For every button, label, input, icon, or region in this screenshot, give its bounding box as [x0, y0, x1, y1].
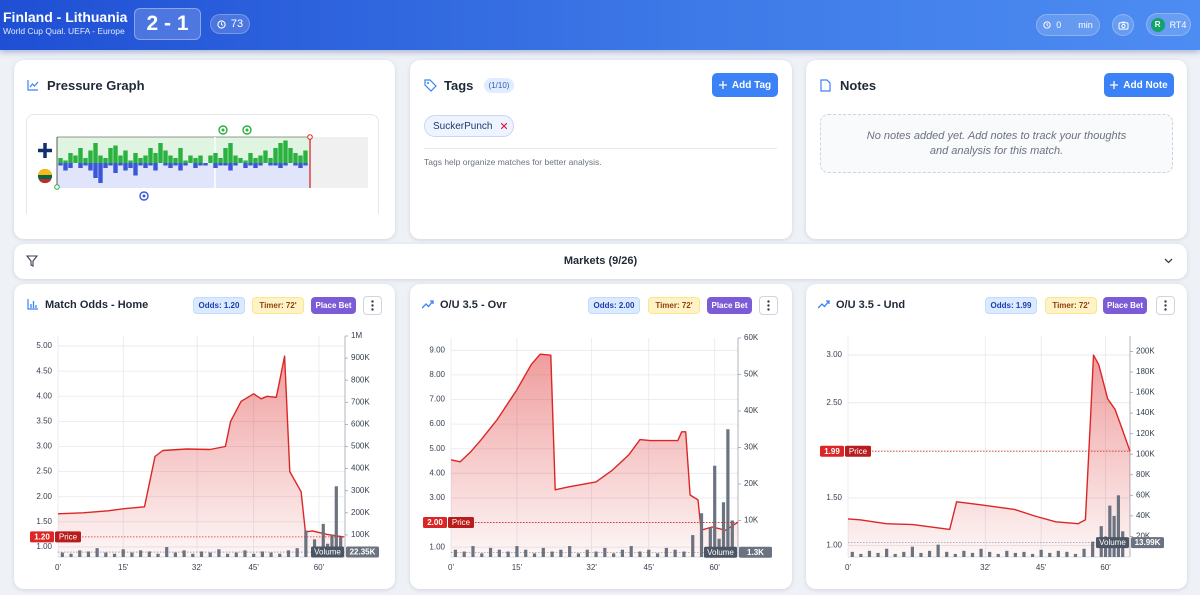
camera-button[interactable]: [1112, 14, 1134, 36]
tag-label: SuckerPunch: [433, 120, 493, 132]
button-label: Add Note: [1123, 79, 1168, 91]
clock-value: 0: [1056, 20, 1062, 30]
button-label: Add Tag: [731, 79, 772, 91]
place-bet-button[interactable]: Place Bet: [311, 297, 356, 314]
clock-unit: min: [1078, 20, 1093, 30]
dots-icon: [1164, 300, 1167, 311]
markets-title: Markets (9/26): [563, 255, 638, 267]
minute: 73: [230, 18, 244, 30]
timer-badge: Timer: 72': [1045, 297, 1097, 314]
filter-icon[interactable]: [26, 255, 38, 267]
timer-badge: Timer: 72': [648, 297, 700, 314]
note-icon: [820, 79, 831, 92]
place-bet-button[interactable]: Place Bet: [1103, 297, 1147, 314]
chart-icon: [27, 80, 39, 91]
trend-icon: [422, 300, 434, 309]
markets-bar[interactable]: Markets (9/26): [14, 244, 1187, 279]
menu-button[interactable]: [1156, 296, 1175, 315]
timer-badge: Timer: 72': [252, 297, 304, 314]
tag-chip[interactable]: SuckerPunch: [424, 115, 514, 137]
card-title: Pressure Graph: [47, 78, 145, 93]
notes-empty: No notes added yet. Add notes to track y…: [820, 114, 1173, 173]
trend-icon: [818, 300, 830, 309]
add-tag-button[interactable]: Add Tag: [712, 73, 778, 97]
odds-badge: Odds: 1.99: [985, 297, 1037, 314]
user-pill[interactable]: R RT4: [1146, 13, 1191, 36]
menu-button[interactable]: [363, 296, 382, 315]
header: Finland - Lithuania World Cup Qual. UEFA…: [0, 0, 1200, 50]
clock-pill[interactable]: 0 min: [1036, 14, 1100, 36]
match-title: Finland - Lithuania: [3, 9, 128, 25]
market-title: O/U 3.5 - Ovr: [440, 299, 507, 311]
plus-icon: [718, 81, 727, 89]
place-bet-button[interactable]: Place Bet: [707, 297, 752, 314]
competition: World Cup Qual. UEFA - Europe: [3, 26, 125, 36]
market-card: Match Odds - Home Odds: 1.20 Timer: 72' …: [14, 284, 395, 589]
odds-badge: Odds: 1.20: [193, 297, 245, 314]
pressure-frame: [26, 114, 379, 214]
user-name: RT4: [1169, 19, 1187, 30]
score: 2 - 1: [134, 8, 201, 40]
avatar: R: [1150, 17, 1165, 32]
pressure-card: Pressure Graph: [14, 60, 395, 239]
bar-icon: [27, 299, 38, 310]
tags-help: Tags help organize matches for better an…: [424, 157, 602, 167]
minute-pill: 73: [210, 14, 250, 34]
market-title: O/U 3.5 - Und: [836, 299, 906, 311]
camera-icon: [1118, 21, 1128, 30]
card-title: Tags: [444, 78, 474, 93]
tag-count: (1/10): [484, 78, 514, 93]
remove-icon[interactable]: [501, 123, 508, 129]
market-title: Match Odds - Home: [45, 299, 149, 311]
dots-icon: [371, 300, 374, 311]
market-card: O/U 3.5 - Und Odds: 1.99 Timer: 72' Plac…: [806, 284, 1187, 589]
dots-icon: [767, 300, 770, 311]
menu-button[interactable]: [759, 296, 778, 315]
clock-icon: [1043, 21, 1051, 29]
tags-card: Tags (1/10) Add Tag SuckerPunch Tags hel…: [410, 60, 792, 239]
clock-icon: [217, 19, 226, 29]
add-note-button[interactable]: Add Note: [1104, 73, 1174, 97]
card-title: Notes: [840, 78, 877, 93]
chevron-icon[interactable]: [1164, 258, 1173, 264]
market-card: O/U 3.5 - Ovr Odds: 2.00 Timer: 72' Plac…: [410, 284, 792, 589]
plus-icon: [1110, 81, 1119, 89]
odds-badge: Odds: 2.00: [588, 297, 640, 314]
notes-card: Notes Add Note No notes added yet. Add n…: [806, 60, 1187, 239]
tag-icon: [424, 79, 437, 92]
divider: [424, 148, 777, 149]
